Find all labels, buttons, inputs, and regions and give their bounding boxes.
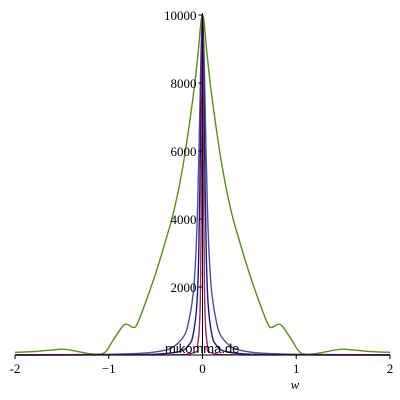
- y-tick-label: 10000: [164, 8, 197, 23]
- watermark: mikomma.de: [165, 341, 239, 356]
- y-tick-label: 8000: [171, 76, 197, 91]
- x-ticks: -2 −1 0 1 2: [10, 355, 394, 376]
- x-tick-label: 0: [199, 361, 206, 376]
- y-tick-label: 2000: [171, 280, 197, 295]
- x-tick-label: 2: [387, 361, 394, 376]
- x-tick-label: 1: [293, 361, 300, 376]
- x-axis-label: w: [291, 377, 300, 392]
- y-ticks: 2000 4000 6000 8000 10000: [164, 8, 203, 295]
- y-tick-label: 6000: [171, 144, 197, 159]
- x-tick-label: −1: [102, 361, 116, 376]
- axes: [15, 13, 390, 356]
- y-tick-label: 4000: [171, 212, 197, 227]
- x-tick-label: -2: [10, 361, 21, 376]
